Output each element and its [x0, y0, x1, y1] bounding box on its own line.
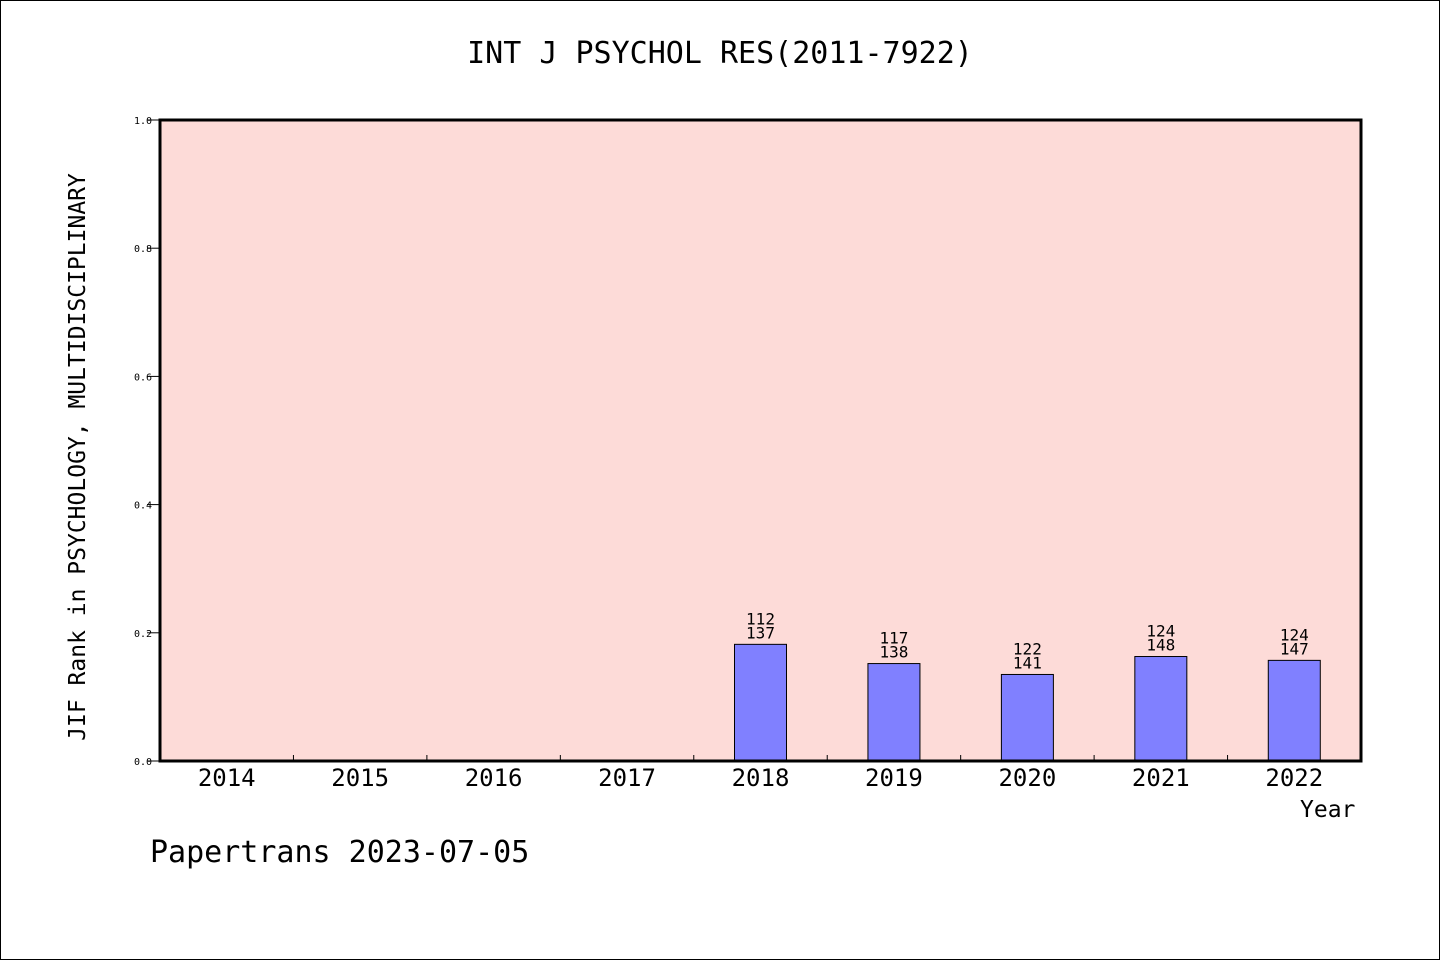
- bar-2019: [867, 663, 921, 762]
- bar-rank-label: 112: [746, 609, 775, 628]
- y-tick-label: 1.0: [134, 116, 152, 127]
- bar-2020: [1000, 673, 1054, 762]
- y-tick-label: 0.2: [134, 629, 152, 640]
- bars-layer: [734, 643, 1321, 762]
- bar-total-label: 148: [1146, 636, 1175, 655]
- y-tick-label: 0.0: [134, 757, 152, 768]
- x-tick-label: 2020: [998, 764, 1056, 792]
- ticks-layer: 0.0 0.2 0.4 0.6 0.8 1.0 2014 2015 2016 2017 2018 20…: [134, 116, 1323, 792]
- plot-border: [158, 118, 1363, 763]
- bar-rank-label: 122: [1013, 639, 1042, 658]
- bar-rank-label: 117: [879, 629, 908, 648]
- x-tick-label: 2014: [198, 764, 256, 792]
- bar-total-label: 147: [1280, 639, 1309, 658]
- y-tick-label: 0.6: [134, 372, 152, 383]
- y-tick-label: 0.8: [134, 244, 152, 255]
- x-axis-label: Year: [1300, 797, 1356, 823]
- y-tick-label: 0.4: [134, 501, 152, 512]
- bar-total-label: 138: [879, 643, 908, 662]
- x-tick-label: 2022: [1265, 764, 1323, 792]
- bar-rank-label: 124: [1146, 622, 1175, 641]
- chart-title: INT J PSYCHOL RES(2011-7922): [467, 36, 973, 71]
- footer-credit: Papertrans 2023-07-05: [150, 835, 530, 870]
- bar-rank-label: 124: [1280, 625, 1309, 644]
- x-tick-label: 2015: [331, 764, 389, 792]
- bar-2018: [734, 643, 787, 762]
- bar-2021: [1134, 656, 1188, 762]
- x-tick-label: 2019: [865, 764, 923, 792]
- bar-total-label: 141: [1013, 653, 1042, 672]
- x-tick-label: 2016: [465, 764, 523, 792]
- bar-total-label: 137: [746, 623, 775, 642]
- x-tick-label: 2021: [1132, 764, 1190, 792]
- x-tick-label: 2018: [732, 764, 790, 792]
- x-tick-label: 2017: [598, 764, 656, 792]
- bar-2022: [1267, 659, 1321, 762]
